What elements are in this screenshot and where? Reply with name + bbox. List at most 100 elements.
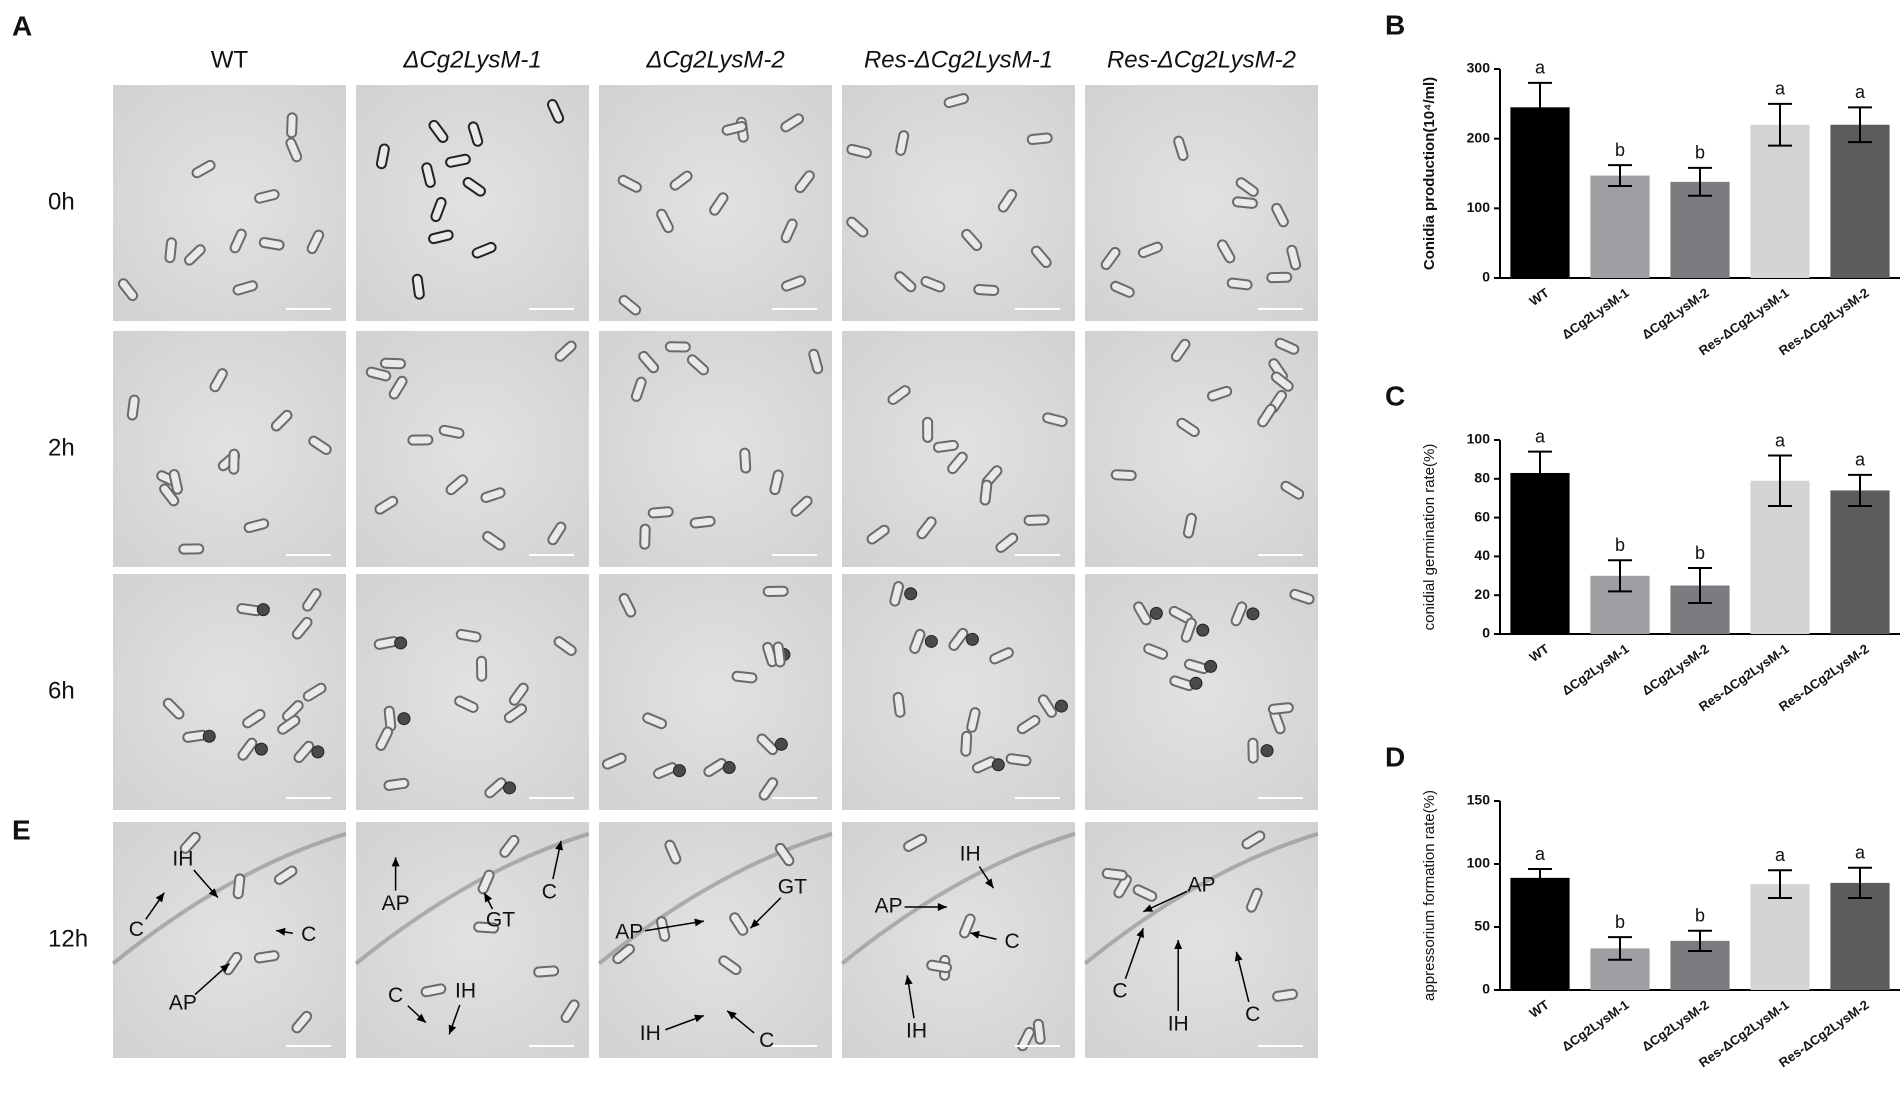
annotation: IH [172,847,193,870]
cell [739,447,752,474]
error-bar [1848,106,1872,144]
annotation: AP [169,991,197,1014]
cell [686,354,709,376]
cell [926,959,953,974]
cell [291,616,313,640]
micrograph [1085,85,1318,321]
cell [242,709,266,729]
cell [164,237,178,264]
bar [1510,877,1570,990]
cell [1017,1026,1035,1052]
cell [428,119,449,143]
cell [638,350,660,374]
significance-letter: b [1695,143,1705,163]
appressorium [904,587,918,601]
micrograph-bg [842,85,1075,321]
arrow-head [220,963,230,973]
cell [533,965,560,978]
micrograph-bg [599,331,832,567]
annotation: IH [1168,1013,1189,1036]
cell [546,98,565,124]
significance-letter: a [1535,58,1546,78]
arrow-head [1143,904,1154,912]
cell [438,424,465,439]
cell [1216,239,1236,264]
micrograph [113,85,346,321]
cell [375,726,394,751]
arrow-head [904,975,913,985]
cell [1037,694,1058,718]
annotation: IH [960,843,981,866]
annotation: IH [455,979,476,1002]
cell [222,951,243,976]
arrow-head [984,878,994,889]
cell [758,777,779,801]
cell [756,733,779,756]
cell [780,113,804,133]
cell [642,712,668,730]
cell [909,628,926,654]
micrograph [1085,574,1318,810]
cell [1286,244,1302,271]
y-axis-label: conidial germination rate(%) [1421,444,1438,631]
cell [291,1010,313,1034]
micrograph-bg [356,331,589,567]
annotation: C [1112,979,1127,1002]
cell [1280,480,1305,500]
cell [601,752,627,770]
annotation: C [1005,930,1020,953]
cell [612,943,635,965]
error-bar [1688,166,1712,197]
appressorium [1196,623,1210,637]
cell [997,189,1018,213]
cell [781,275,807,292]
cell [183,244,206,266]
cell [1173,135,1189,162]
arrow-head [1234,951,1243,962]
error-bar [1608,936,1632,961]
cell [1245,887,1263,913]
cell [1271,202,1289,228]
cell [1235,177,1259,197]
bar [1750,124,1810,278]
y-tick-label: 0 [1482,625,1490,641]
cell [639,523,651,550]
annotation: GT [778,876,807,899]
y-tick-label: 200 [1467,129,1491,145]
cell [669,170,693,191]
cell [1133,601,1152,626]
bar [1750,884,1810,990]
cell [1016,715,1041,735]
panel-label: C [1385,380,1405,411]
cell [420,983,447,998]
micrograph [113,331,346,567]
row-label: 6h [48,677,75,704]
x-tick-label: ΔCg2LysM-2 [1639,641,1712,698]
cell [1101,867,1128,881]
arrow-head [416,1013,426,1023]
significance-letter: a [1775,79,1786,99]
cell [445,474,468,496]
cell [1042,412,1068,428]
cell [232,873,246,900]
appressorium [991,758,1005,772]
appressorium [311,745,325,759]
cell [286,112,298,139]
cell [273,865,298,885]
error-bar [1688,567,1712,604]
cell [302,588,322,612]
micrograph [113,574,346,810]
cell [428,229,454,245]
cell [277,715,301,735]
cell [731,670,758,684]
cell [554,340,577,362]
cell [1170,338,1191,363]
cell [846,216,869,238]
row-label: 0h [48,188,75,215]
significance-letter: a [1775,430,1786,450]
cell [1032,1018,1046,1045]
panel-label: B [1385,9,1405,40]
arrow-head [208,888,218,898]
cell [703,758,728,778]
